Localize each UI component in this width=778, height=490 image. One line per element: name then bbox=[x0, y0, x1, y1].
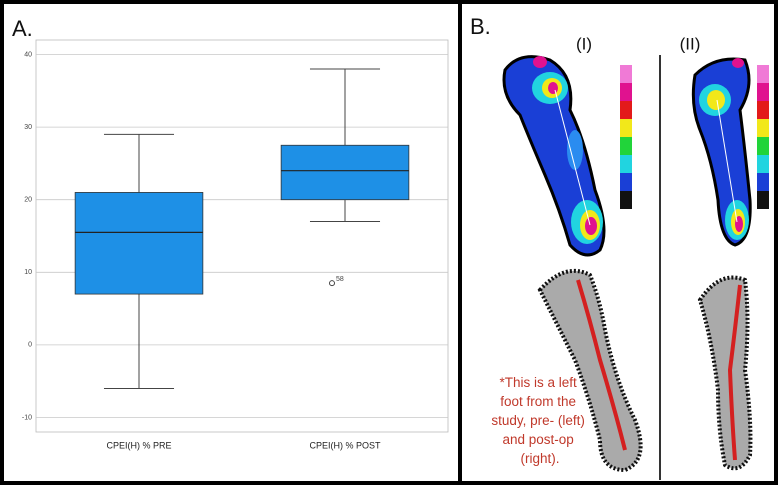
annotation-line: foot from the bbox=[500, 394, 576, 409]
condition-label: (I) bbox=[576, 34, 592, 53]
panel-label: B. bbox=[470, 14, 491, 39]
annotation-line: study, pre- (left) bbox=[491, 413, 585, 428]
y-tick-label: 30 bbox=[24, 124, 32, 131]
y-tick-label: 0 bbox=[28, 342, 32, 349]
annotation-line: and post-op bbox=[502, 432, 573, 447]
x-tick-label: CPEI(H) % PRE bbox=[106, 440, 171, 450]
y-tick-label: 10 bbox=[24, 269, 32, 276]
outlier-label: 58 bbox=[336, 276, 344, 283]
box bbox=[281, 145, 409, 199]
annotation-line: *This is a left bbox=[499, 375, 577, 390]
box bbox=[75, 192, 203, 294]
figure: A. B. -10 0 10 20 30 40 CPEI(H) % PRE CPEI(H) %… bbox=[0, 0, 778, 485]
annotation-line: (right). bbox=[520, 451, 559, 466]
y-tick-label: 40 bbox=[24, 51, 32, 58]
y-tick-label: -10 bbox=[22, 414, 32, 421]
panel-label: A. bbox=[12, 16, 33, 41]
y-tick-label: 20 bbox=[24, 197, 32, 204]
condition-label: (II) bbox=[680, 34, 701, 53]
x-tick-label: CPEI(H) % POST bbox=[309, 440, 381, 450]
